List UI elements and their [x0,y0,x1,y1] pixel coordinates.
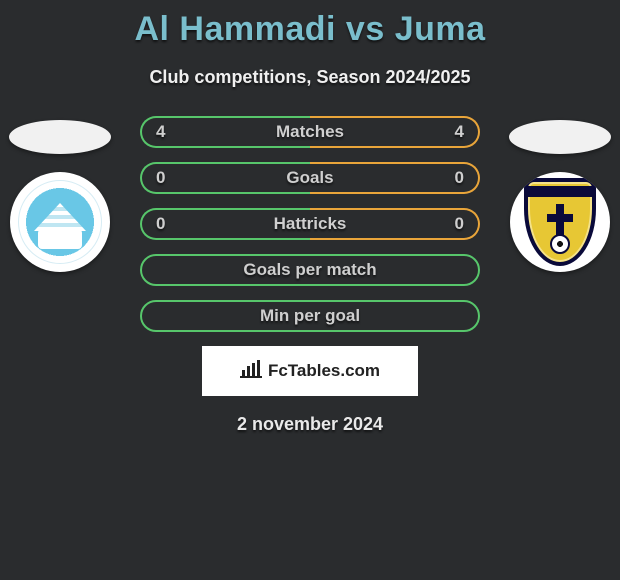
stat-row-goals-per-match: Goals per match [140,254,480,286]
stat-row-matches: 4 4 Matches [140,116,480,148]
player-right-block [505,120,615,272]
player-right-club-badge [510,172,610,272]
stat-right-value: 0 [455,214,464,234]
stat-left-value: 0 [156,168,165,188]
stat-left-value: 4 [156,122,165,142]
page-title: Al Hammadi vs Juma [0,0,620,49]
stat-right-bar: 0 [310,208,480,240]
stat-right-bar: 4 [310,116,480,148]
subtitle: Club competitions, Season 2024/2025 [0,67,620,88]
stat-right-value: 0 [455,168,464,188]
player-left-block [5,120,115,272]
stat-label: Min per goal [260,306,360,326]
bar-chart-icon [240,360,262,383]
stat-label: Goals per match [243,260,376,280]
stat-left-value: 0 [156,214,165,234]
stat-row-min-per-goal: Min per goal [140,300,480,332]
stat-row-hattricks: 0 0 Hattricks [140,208,480,240]
stat-row-goals: 0 0 Goals [140,162,480,194]
player-left-club-badge [10,172,110,272]
stat-left-bar: 0 [140,162,310,194]
stat-right-bar: 0 [310,162,480,194]
stat-left-bar: 4 [140,116,310,148]
stat-left-bar: 0 [140,208,310,240]
player-left-head [9,120,111,154]
brand-box: FcTables.com [202,346,418,396]
player-right-head [509,120,611,154]
club-crest-left-icon [18,180,102,264]
date-label: 2 november 2024 [0,414,620,435]
club-crest-right-icon [524,178,596,266]
brand-label: FcTables.com [268,361,380,381]
stat-right-value: 4 [455,122,464,142]
